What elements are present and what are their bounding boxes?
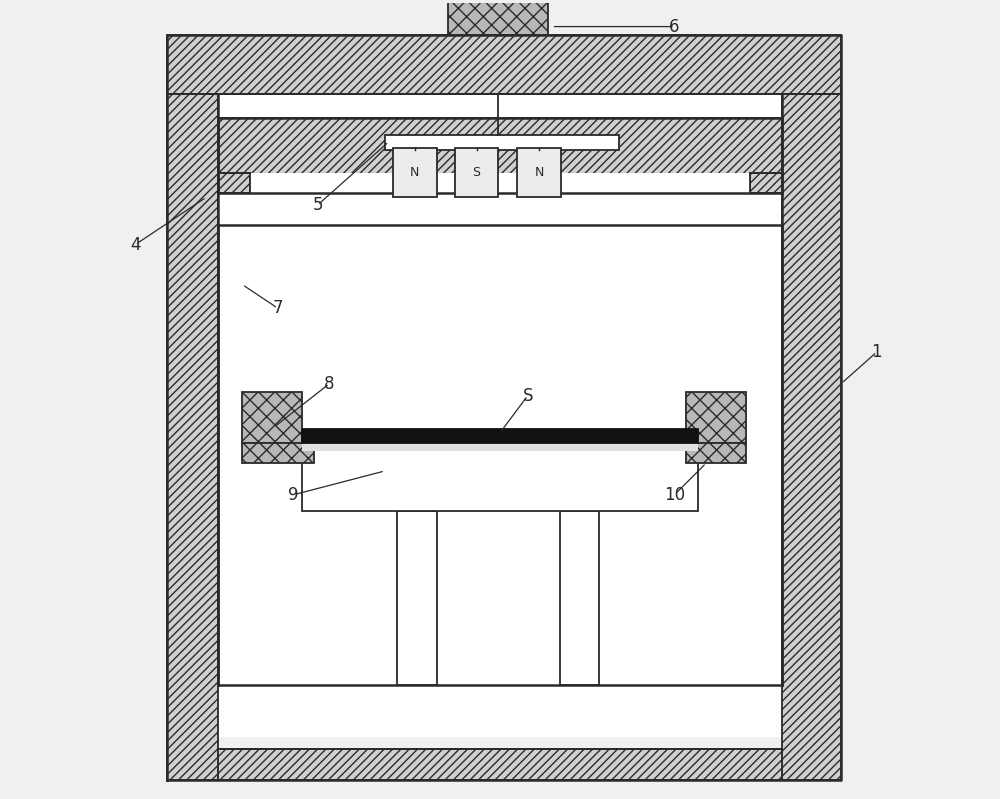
Text: 4: 4 xyxy=(130,236,140,254)
Text: S: S xyxy=(473,166,481,179)
Bar xyxy=(302,442,698,451)
Bar xyxy=(560,511,599,685)
Bar xyxy=(218,94,782,117)
Text: 10: 10 xyxy=(664,486,685,503)
Bar xyxy=(393,148,437,197)
Bar xyxy=(218,193,782,225)
Bar xyxy=(167,34,841,94)
Text: 8: 8 xyxy=(324,375,335,392)
Text: N: N xyxy=(410,166,419,179)
Bar xyxy=(167,94,218,781)
Bar xyxy=(218,749,782,781)
Bar xyxy=(242,443,314,463)
Bar xyxy=(750,173,782,193)
Bar xyxy=(397,511,437,685)
Text: S: S xyxy=(523,387,533,404)
Bar xyxy=(385,135,619,149)
Bar xyxy=(218,193,782,225)
Bar xyxy=(218,117,782,193)
Bar xyxy=(242,392,302,443)
Bar xyxy=(686,443,746,463)
Text: 6: 6 xyxy=(669,18,680,36)
Text: 7: 7 xyxy=(273,300,283,317)
Text: 9: 9 xyxy=(288,486,299,503)
Bar xyxy=(455,148,498,197)
Bar xyxy=(302,443,698,511)
Bar xyxy=(218,173,250,193)
Bar xyxy=(686,392,746,443)
Bar xyxy=(250,173,750,193)
Text: 1: 1 xyxy=(872,343,882,361)
Bar xyxy=(218,225,782,685)
Text: N: N xyxy=(535,166,544,179)
Text: 5: 5 xyxy=(312,196,323,214)
Bar xyxy=(302,429,698,443)
Bar xyxy=(782,94,841,781)
Bar xyxy=(448,0,548,34)
Bar xyxy=(210,78,798,737)
Bar xyxy=(517,148,561,197)
